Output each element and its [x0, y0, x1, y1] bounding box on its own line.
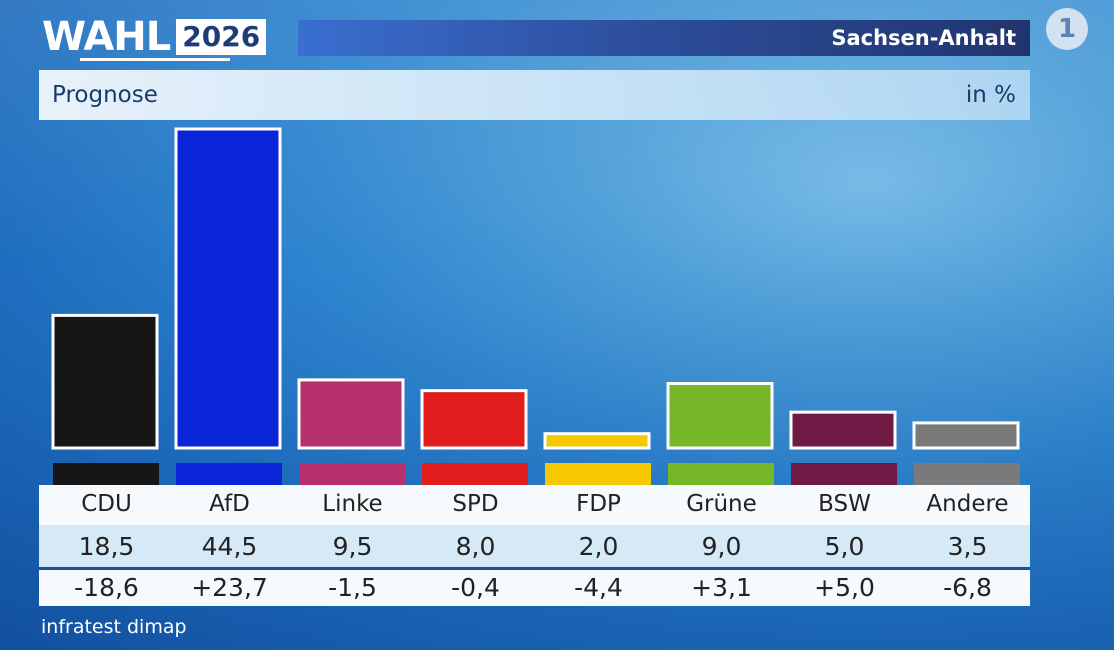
ard-logo-glyph: 1 [1057, 14, 1077, 44]
party-name-andere: Andere [926, 491, 1009, 517]
bar-andere [912, 421, 1020, 450]
bar-bsw [789, 410, 897, 450]
source-label: infratest dimap [41, 616, 187, 638]
percent-value-bsw: 5,0 [824, 532, 865, 561]
unit-label: in % [965, 82, 1016, 108]
color-strip-cdu [53, 463, 159, 485]
bar-spd [420, 389, 528, 450]
change-value-linke: -1,5 [328, 573, 377, 602]
party-name-afd: AfD [209, 491, 250, 517]
party-name-linke: Linke [322, 491, 383, 517]
percent-values-row: 18,5 44,5 9,5 8,0 2,0 9,0 5,0 3,5 [39, 525, 1030, 567]
change-values-row: -18,6 +23,7 -1,5 -0,4 -4,4 +3,1 +5,0 -6,8 [39, 570, 1030, 606]
color-strip-afd [176, 463, 282, 485]
logo-word: WAHL [42, 14, 171, 60]
percent-value-linke: 9,5 [332, 532, 373, 561]
color-strip-spd [422, 463, 528, 485]
party-name-bsw: BSW [818, 491, 871, 517]
percent-value-cdu: 18,5 [78, 532, 135, 561]
change-value-andere: -6,8 [943, 573, 992, 602]
color-strip-linke [299, 463, 405, 485]
bar-afd [174, 127, 282, 450]
row-divider [39, 567, 1030, 570]
party-name-grüne: Grüne [686, 491, 757, 517]
color-strip-andere [914, 463, 1020, 485]
percent-value-spd: 8,0 [455, 532, 496, 561]
change-value-bsw: +5,0 [814, 573, 875, 602]
ard-logo-icon: 1 [1046, 8, 1088, 50]
percent-value-grüne: 9,0 [701, 532, 742, 561]
color-strip-bsw [791, 463, 897, 485]
change-value-grüne: +3,1 [691, 573, 752, 602]
percent-value-andere: 3,5 [947, 532, 988, 561]
bar-linke [297, 378, 405, 450]
subheader-bar: Prognose in % [39, 70, 1030, 120]
color-strip-grüne [668, 463, 774, 485]
region-header-bar: Sachsen-Anhalt [298, 20, 1030, 56]
color-strip-fdp [545, 463, 651, 485]
party-name-cdu: CDU [81, 491, 132, 517]
bar-cdu [51, 313, 159, 450]
logo-year: 2026 [176, 19, 267, 55]
results-table: CDU AfD Linke SPD FDP Grüne BSW Andere 18,5 44,5… [39, 463, 1030, 606]
change-value-fdp: -4,4 [574, 573, 623, 602]
change-value-cdu: -18,6 [74, 573, 139, 602]
region-title: Sachsen-Anhalt [831, 26, 1016, 50]
chart-subtitle: Prognose [52, 82, 158, 108]
bar-fdp [543, 432, 651, 450]
party-names-row: CDU AfD Linke SPD FDP Grüne BSW Andere [39, 485, 1030, 525]
party-name-fdp: FDP [576, 491, 621, 517]
change-value-spd: -0,4 [451, 573, 500, 602]
wahl-logo: WAHL 2026 [42, 14, 267, 60]
change-value-afd: +23,7 [191, 573, 268, 602]
percent-value-afd: 44,5 [201, 532, 258, 561]
bar-grüne [666, 381, 774, 450]
party-name-spd: SPD [452, 491, 499, 517]
percent-value-fdp: 2,0 [578, 532, 619, 561]
logo-underline [80, 58, 230, 61]
